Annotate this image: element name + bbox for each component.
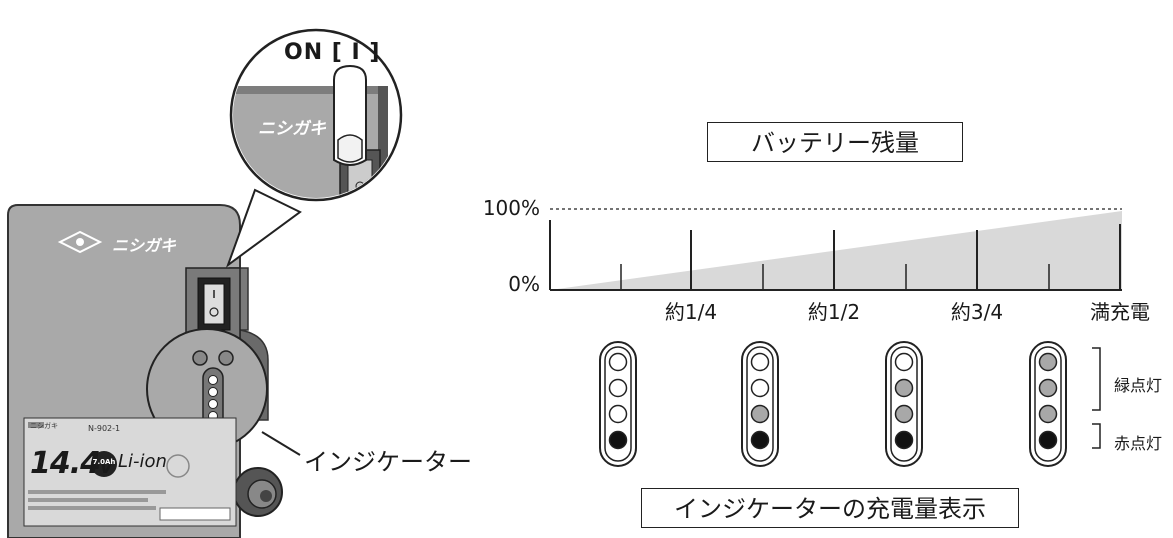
level-label-quarter: 約1/4 xyxy=(664,300,718,324)
indicator-title: インジケーターの充電量表示 xyxy=(641,488,1019,528)
charge-chart xyxy=(549,208,1122,291)
green-led-icon xyxy=(750,352,770,372)
indicator-unit xyxy=(741,341,779,467)
charge-area xyxy=(550,211,1122,290)
battery-brand-text: ニシガキ xyxy=(30,422,58,430)
recycle-icon xyxy=(166,454,190,478)
zoom-brand-text: ニシガキ xyxy=(258,119,326,139)
green-led-icon xyxy=(1038,404,1058,424)
green-led-icon xyxy=(608,352,628,372)
green-led-icon xyxy=(894,378,914,398)
body-brand-text: ニシガキ xyxy=(112,236,177,255)
y-axis-bottom-label: 0% xyxy=(508,272,540,296)
level-label-full: 満充電 xyxy=(1090,300,1150,324)
battery-voltage: 14.4 xyxy=(30,446,101,481)
green-led-icon xyxy=(608,404,628,424)
green-led-icon xyxy=(750,404,770,424)
green-led-icon xyxy=(750,378,770,398)
green-led-icon xyxy=(608,378,628,398)
green-lit-label: 緑点灯 xyxy=(1114,376,1163,395)
red-led-icon xyxy=(750,430,770,450)
indicator-callout-label: インジケーター xyxy=(304,448,472,476)
level-label-half: 約1/2 xyxy=(807,300,861,324)
red-led-icon xyxy=(608,430,628,450)
battery-capacity: 7.0Ah xyxy=(92,458,116,466)
green-led-icon xyxy=(1038,352,1058,372)
green-led-icon xyxy=(1038,378,1058,398)
green-led-icon xyxy=(894,352,914,372)
battery-voltage-unit: V xyxy=(100,458,112,477)
green-led-icon xyxy=(894,404,914,424)
red-lit-label: 赤点灯 xyxy=(1114,434,1163,453)
switch-on-label: ON [ I ] xyxy=(284,40,381,65)
red-led-icon xyxy=(1038,430,1058,450)
cable-connector-icon xyxy=(233,467,283,517)
indicator-unit xyxy=(1029,341,1067,467)
battery-type: Li-ion xyxy=(118,451,167,472)
battery-model: N-902-1 xyxy=(88,424,121,433)
legend-brackets xyxy=(1092,347,1101,449)
chart-title: バッテリー残量 xyxy=(707,122,963,162)
indicator-unit xyxy=(599,341,637,467)
device-illustration xyxy=(7,28,403,538)
indicator-unit xyxy=(885,341,923,467)
brand-logo-icon xyxy=(57,230,103,254)
y-axis-top-label: 100% xyxy=(482,196,540,220)
red-led-icon xyxy=(894,430,914,450)
level-label-three-quarter: 約3/4 xyxy=(950,300,1004,324)
